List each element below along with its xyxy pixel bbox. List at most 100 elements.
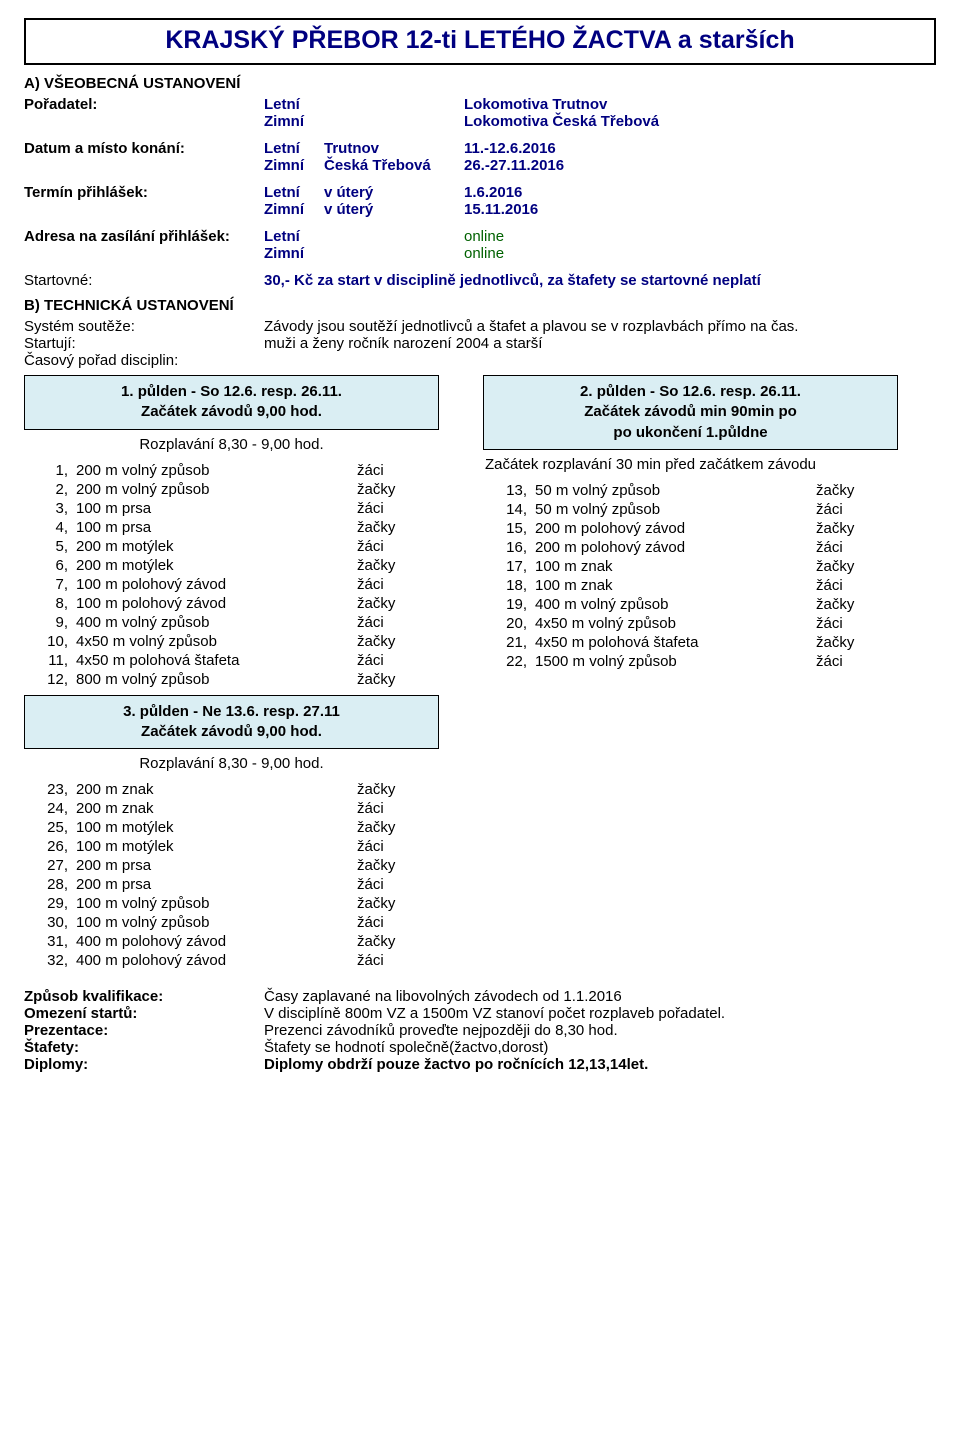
label-casovy: Časový pořad disciplin: bbox=[24, 352, 264, 369]
event-name: 4x50 m polohová štafeta bbox=[74, 651, 355, 670]
event-cat: žačky bbox=[814, 595, 898, 614]
event-row: 28,200 m prsažáci bbox=[24, 875, 439, 894]
event-cat: žáci bbox=[355, 613, 439, 632]
event-cat: žačky bbox=[814, 557, 898, 576]
col-right: 2. půlden - So 12.6. resp. 26.11. Začáte… bbox=[483, 375, 898, 970]
session1-header: 1. půlden - So 12.6. resp. 26.11. Začáte… bbox=[24, 375, 439, 430]
event-row: 14,50 m volný způsobžáci bbox=[483, 500, 898, 519]
event-num: 4, bbox=[24, 518, 74, 537]
event-row: 12,800 m volný způsobžačky bbox=[24, 670, 439, 689]
event-cat: žáci bbox=[355, 461, 439, 480]
event-num: 29, bbox=[24, 894, 74, 913]
event-cat: žačky bbox=[355, 556, 439, 575]
session3-events: 23,200 m znakžačky24,200 m znakžáci25,10… bbox=[24, 780, 439, 970]
section-b-heading: B) TECHNICKÁ USTANOVENÍ bbox=[24, 297, 936, 314]
info-startovne: Startovné: 30,- Kč za start v disciplině… bbox=[24, 272, 936, 289]
event-name: 100 m motýlek bbox=[74, 837, 355, 856]
event-row: 4,100 m prsažačky bbox=[24, 518, 439, 537]
poradatel-l2-b: Lokomotiva Česká Třebová bbox=[464, 113, 936, 130]
event-name: 100 m prsa bbox=[74, 518, 355, 537]
event-cat: žáci bbox=[814, 614, 898, 633]
event-row: 21,4x50 m polohová štafetažačky bbox=[483, 633, 898, 652]
event-row: 6,200 m motýlekžačky bbox=[24, 556, 439, 575]
event-cat: žačky bbox=[355, 932, 439, 951]
event-num: 6, bbox=[24, 556, 74, 575]
event-name: 100 m znak bbox=[533, 576, 814, 595]
termin-l2-a: Zimní bbox=[264, 201, 324, 218]
event-cat: žáci bbox=[355, 837, 439, 856]
event-name: 200 m motýlek bbox=[74, 537, 355, 556]
prezentace-text: Prezenci závodníků proveďte nejpozději d… bbox=[264, 1022, 936, 1039]
sessions-columns: 1. půlden - So 12.6. resp. 26.11. Začáte… bbox=[24, 375, 936, 970]
event-cat: žačky bbox=[355, 818, 439, 837]
info-poradatel: Pořadatel: Letní Lokomotiva Trutnov Zimn… bbox=[24, 96, 936, 130]
info-termin: Termín přihlášek: Letní v úterý 1.6.2016… bbox=[24, 184, 936, 218]
event-num: 11, bbox=[24, 651, 74, 670]
event-name: 400 m volný způsob bbox=[533, 595, 814, 614]
event-row: 8,100 m polohový závodžačky bbox=[24, 594, 439, 613]
event-num: 22, bbox=[483, 652, 533, 671]
event-row: 10,4x50 m volný způsobžačky bbox=[24, 632, 439, 651]
event-num: 31, bbox=[24, 932, 74, 951]
event-cat: žáci bbox=[814, 576, 898, 595]
event-name: 200 m znak bbox=[74, 780, 355, 799]
event-num: 14, bbox=[483, 500, 533, 519]
poradatel-l2-a: Zimní bbox=[264, 113, 324, 130]
event-name: 200 m volný způsob bbox=[74, 461, 355, 480]
adresa-l2-b: online bbox=[464, 245, 936, 262]
event-name: 100 m polohový závod bbox=[74, 594, 355, 613]
label-datum: Datum a místo konání: bbox=[24, 140, 264, 157]
event-cat: žačky bbox=[355, 518, 439, 537]
event-num: 16, bbox=[483, 538, 533, 557]
event-name: 800 m volný způsob bbox=[74, 670, 355, 689]
event-num: 32, bbox=[24, 951, 74, 970]
event-row: 17,100 m znakžačky bbox=[483, 557, 898, 576]
event-num: 28, bbox=[24, 875, 74, 894]
event-name: 200 m polohový závod bbox=[533, 538, 814, 557]
event-cat: žáci bbox=[355, 651, 439, 670]
event-cat: žáci bbox=[814, 538, 898, 557]
event-cat: žáci bbox=[355, 951, 439, 970]
event-row: 11,4x50 m polohová štafetažáci bbox=[24, 651, 439, 670]
event-num: 9, bbox=[24, 613, 74, 632]
event-cat: žačky bbox=[814, 481, 898, 500]
event-row: 27,200 m prsažačky bbox=[24, 856, 439, 875]
event-cat: žáci bbox=[355, 913, 439, 932]
adresa-l2-a: Zimní bbox=[264, 245, 324, 262]
zpusob-text: Časy zaplavané na libovolných závodech o… bbox=[264, 988, 936, 1005]
event-num: 8, bbox=[24, 594, 74, 613]
system-text: Závody jsou soutěží jednotlivců a štafet… bbox=[264, 318, 936, 335]
event-row: 9,400 m volný způsobžáci bbox=[24, 613, 439, 632]
event-num: 1, bbox=[24, 461, 74, 480]
event-num: 26, bbox=[24, 837, 74, 856]
event-num: 2, bbox=[24, 480, 74, 499]
termin-l1-a: Letní bbox=[264, 184, 324, 201]
event-row: 26,100 m motýlekžáci bbox=[24, 837, 439, 856]
event-row: 16,200 m polohový závodžáci bbox=[483, 538, 898, 557]
event-num: 7, bbox=[24, 575, 74, 594]
adresa-l1-a: Letní bbox=[264, 228, 324, 245]
label-poradatel: Pořadatel: bbox=[24, 96, 264, 113]
event-cat: žačky bbox=[355, 670, 439, 689]
event-cat: žáci bbox=[355, 799, 439, 818]
event-name: 100 m prsa bbox=[74, 499, 355, 518]
event-row: 32,400 m polohový závodžáci bbox=[24, 951, 439, 970]
event-name: 1500 m volný způsob bbox=[533, 652, 814, 671]
event-cat: žáci bbox=[814, 500, 898, 519]
label-diplomy: Diplomy: bbox=[24, 1056, 264, 1073]
session2-head3: po ukončení 1.půldne bbox=[494, 423, 887, 443]
termin-l1-c: 1.6.2016 bbox=[464, 184, 936, 201]
event-row: 31,400 m polohový závodžačky bbox=[24, 932, 439, 951]
event-num: 12, bbox=[24, 670, 74, 689]
event-name: 400 m polohový závod bbox=[74, 932, 355, 951]
session1-head1: 1. půlden - So 12.6. resp. 26.11. bbox=[35, 382, 428, 402]
tech-block: Systém soutěže: Závody jsou soutěží jedn… bbox=[24, 318, 936, 369]
event-num: 17, bbox=[483, 557, 533, 576]
event-cat: žačky bbox=[814, 633, 898, 652]
event-num: 23, bbox=[24, 780, 74, 799]
info-adresa: Adresa na zasílání přihlášek: Letní onli… bbox=[24, 228, 936, 262]
event-num: 13, bbox=[483, 481, 533, 500]
event-name: 200 m volný způsob bbox=[74, 480, 355, 499]
session3-head1: 3. půlden - Ne 13.6. resp. 27.11 bbox=[35, 702, 428, 722]
event-name: 50 m volný způsob bbox=[533, 500, 814, 519]
